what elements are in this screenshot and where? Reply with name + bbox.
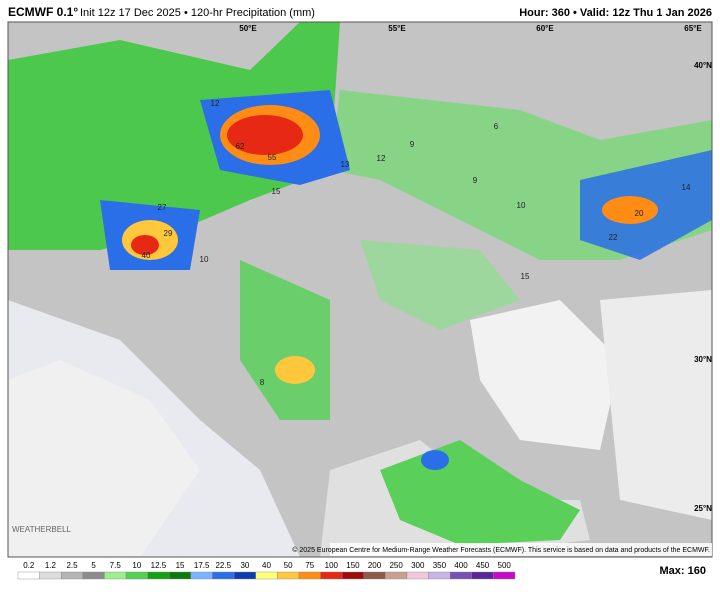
map-frame bbox=[7, 21, 713, 558]
colorbar-label: 50 bbox=[284, 561, 293, 570]
colorbar-label: 30 bbox=[240, 561, 249, 570]
map-value: 15 bbox=[272, 187, 281, 196]
coordinate-label: 40°N bbox=[694, 61, 712, 70]
colorbar-label: 75 bbox=[305, 561, 314, 570]
colorbar-swatch bbox=[406, 571, 429, 580]
map-value: 12 bbox=[377, 154, 386, 163]
map-value: 20 bbox=[635, 209, 644, 218]
colorbar-label: 500 bbox=[498, 561, 512, 570]
copyright: © 2025 European Centre for Medium-Range … bbox=[292, 546, 710, 554]
colorbar-label: 10 bbox=[132, 561, 141, 570]
colorbar-label: 350 bbox=[433, 561, 447, 570]
colorbar-swatch bbox=[61, 571, 84, 580]
desert bbox=[8, 360, 200, 557]
colorbar-swatch bbox=[169, 571, 192, 580]
colorbar: 0.2 1.2 2.5 5 7.5 10 12.5 15 17.5 22.5 30 40 50 75 100… bbox=[17, 561, 516, 580]
max: Max: 160 bbox=[660, 565, 706, 577]
precip-red bbox=[227, 115, 303, 155]
colorbar-label: 150 bbox=[346, 561, 360, 570]
coordinate-label: 65°E bbox=[684, 24, 702, 33]
colorbar-label: 1.2 bbox=[45, 561, 57, 570]
map-value: 9 bbox=[410, 140, 415, 149]
coordinate-label: 25°N bbox=[694, 504, 712, 513]
map-value: 9 bbox=[473, 176, 478, 185]
precip-blue bbox=[421, 450, 449, 470]
colorbar-swatch bbox=[233, 571, 256, 580]
map-value: 40 bbox=[142, 251, 151, 260]
colorbar-swatch bbox=[147, 571, 170, 580]
colorbar-label: 22.5 bbox=[215, 561, 231, 570]
valid-time: Hour: 360 • Valid: 12z Thu 1 Jan 2026 bbox=[519, 7, 712, 19]
colorbar-label: 250 bbox=[389, 561, 403, 570]
map-value: 12 bbox=[211, 99, 220, 108]
coordinate-label: 55°E bbox=[388, 24, 406, 33]
logo: WEATHERBELL bbox=[12, 525, 72, 534]
coordinate-label: 60°E bbox=[536, 24, 554, 33]
precip-yellow bbox=[275, 356, 315, 384]
map-value: 55 bbox=[268, 153, 277, 162]
colorbar-label: 200 bbox=[368, 561, 382, 570]
map-value: 15 bbox=[521, 272, 530, 281]
precip-green bbox=[360, 240, 520, 330]
colorbar-swatch bbox=[82, 571, 105, 580]
model: ECMWF 0.1° bbox=[8, 5, 78, 19]
colorbar-label: 300 bbox=[411, 561, 425, 570]
colorbar-label: 40 bbox=[262, 561, 271, 570]
colorbar-swatch bbox=[298, 571, 321, 580]
map-value: 13 bbox=[341, 160, 350, 169]
coordinate-label: 50°E bbox=[239, 24, 257, 33]
map-value: 8 bbox=[260, 378, 265, 387]
colorbar-label: 2.5 bbox=[66, 561, 78, 570]
clear bbox=[470, 300, 620, 450]
map-value: 27 bbox=[158, 203, 167, 212]
colorbar-swatch bbox=[363, 571, 386, 580]
map-value: 14 bbox=[682, 183, 691, 192]
precip-red bbox=[131, 235, 159, 255]
colorbar-swatch bbox=[39, 571, 62, 580]
colorbar-label: 5 bbox=[91, 561, 96, 570]
colorbar-swatch bbox=[493, 571, 516, 580]
colorbar-swatch bbox=[255, 571, 278, 580]
colorbar-swatch bbox=[190, 571, 213, 580]
map-value: 29 bbox=[164, 229, 173, 238]
colorbar-swatch bbox=[341, 571, 364, 580]
colorbar-label: 12.5 bbox=[151, 561, 167, 570]
map: 50°E 55°E 60°E 65°E 40°N 30°N 25°N 12 62 55 13 12 27… bbox=[7, 21, 713, 558]
colorbar-label: 7.5 bbox=[110, 561, 122, 570]
colorbar-label: 0.2 bbox=[23, 561, 35, 570]
map-value: 22 bbox=[609, 233, 618, 242]
coordinate-label: 30°N bbox=[694, 355, 712, 364]
colorbar-label: 400 bbox=[454, 561, 468, 570]
colorbar-swatch bbox=[385, 571, 408, 580]
colorbar-swatch bbox=[17, 571, 40, 580]
map-value: 6 bbox=[494, 122, 499, 131]
subtitle: Init 12z 17 Dec 2025 • 120-hr Precipitat… bbox=[80, 7, 315, 19]
colorbar-label: 15 bbox=[176, 561, 185, 570]
map-value: 10 bbox=[200, 255, 209, 264]
colorbar-label: 17.5 bbox=[194, 561, 210, 570]
precip-green bbox=[8, 22, 340, 250]
colorbar-swatch bbox=[449, 571, 472, 580]
colorbar-swatch bbox=[277, 571, 300, 580]
colorbar-swatch bbox=[125, 571, 148, 580]
clear bbox=[600, 290, 712, 520]
colorbar-swatch bbox=[212, 571, 235, 580]
colorbar-label: 100 bbox=[325, 561, 339, 570]
map-value: 62 bbox=[236, 142, 245, 151]
colorbar-swatch bbox=[471, 571, 494, 580]
colorbar-swatch bbox=[320, 571, 343, 580]
map-value: 10 bbox=[517, 201, 526, 210]
precip-orange bbox=[602, 196, 658, 224]
colorbar-swatch bbox=[428, 571, 451, 580]
colorbar-label: 450 bbox=[476, 561, 490, 570]
copyright-bg bbox=[330, 543, 712, 556]
colorbar-swatch bbox=[104, 571, 127, 580]
